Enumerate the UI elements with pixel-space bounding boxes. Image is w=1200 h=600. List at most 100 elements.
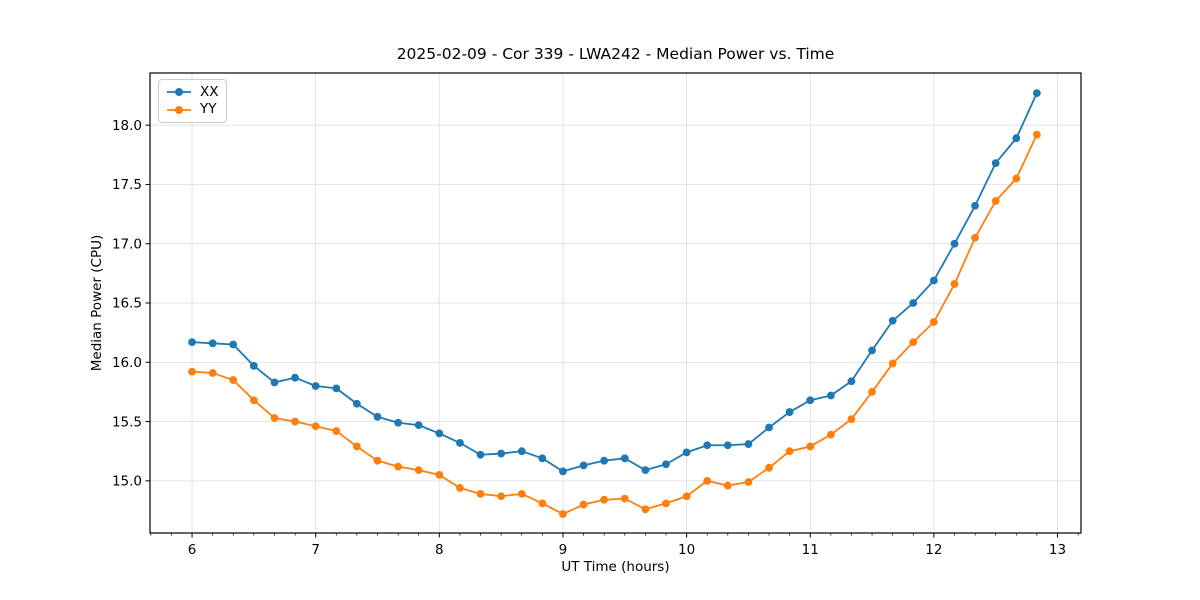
data-point-xx: [208, 339, 217, 348]
data-point-xx: [826, 391, 835, 400]
data-point-yy: [991, 197, 1000, 205]
data-point-xx: [971, 201, 979, 210]
series-xx: [188, 89, 1041, 476]
data-point-xx: [373, 412, 382, 421]
xx-line-marker-sample: [167, 88, 191, 97]
y-tick-label: 16.5: [112, 296, 142, 312]
axes: 6 7 8 9 10 11 12 13 15.0 15.5 16.0 16.5 17.0 17.5 18.0: [112, 118, 1079, 558]
data-point-yy: [847, 415, 856, 424]
gridlines: [150, 73, 1081, 533]
data-point-yy: [909, 338, 918, 347]
data-point-yy: [826, 430, 835, 439]
data-point-xx: [579, 461, 588, 470]
data-point-xx: [1012, 134, 1021, 143]
data-point-xx: [950, 239, 959, 248]
x-tick-label: 6: [188, 542, 197, 558]
data-point-yy: [311, 422, 320, 431]
x-axis-label: UT Time (hours): [561, 559, 670, 575]
data-point-yy: [394, 462, 403, 471]
data-point-yy: [806, 442, 815, 451]
data-point-yy: [270, 414, 279, 422]
data-point-yy: [579, 500, 588, 509]
data-point-yy: [600, 495, 609, 504]
data-point-yy: [497, 492, 506, 501]
data-point-yy: [1012, 174, 1021, 183]
data-point-xx: [311, 382, 320, 390]
data-point-xx: [682, 448, 691, 457]
data-point-yy: [332, 427, 341, 435]
data-point-xx: [229, 340, 238, 349]
data-point-xx: [517, 447, 526, 456]
data-point-xx: [476, 450, 485, 459]
data-point-xx: [188, 338, 196, 347]
data-point-yy: [352, 442, 361, 451]
data-point-yy: [785, 447, 794, 456]
data-point-xx: [888, 316, 897, 325]
data-point-yy: [456, 484, 464, 492]
data-point-yy: [682, 492, 691, 501]
data-point-xx: [414, 421, 423, 430]
x-tick-label: 11: [802, 542, 819, 558]
data-point-yy: [476, 489, 485, 498]
data-point-yy: [950, 280, 959, 288]
x-tick-label: 13: [1049, 542, 1066, 558]
data-point-xx: [394, 418, 403, 427]
data-point-xx: [559, 467, 567, 476]
y-tick-label: 18.0: [112, 118, 142, 134]
plot-border: [149, 72, 1082, 534]
data-point-xx: [703, 441, 712, 450]
data-point-xx: [806, 396, 815, 405]
data-point-yy: [1032, 130, 1041, 139]
data-point-yy: [929, 318, 938, 326]
legend-label-xx: XX: [200, 83, 219, 100]
x-tick-label: 7: [311, 542, 320, 558]
data-point-xx: [332, 384, 341, 393]
data-point-xx: [270, 378, 279, 387]
data-point-xx: [641, 466, 650, 475]
series-xx-line: [191, 92, 1038, 473]
y-tick-label: 17.5: [112, 177, 142, 193]
data-point-yy: [971, 233, 979, 242]
x-tick-label: 8: [435, 542, 444, 558]
data-point-xx: [909, 299, 918, 307]
data-point-xx: [991, 159, 1000, 168]
x-tick-label: 10: [678, 542, 695, 558]
data-point-yy: [703, 476, 712, 485]
data-point-yy: [538, 499, 547, 508]
data-point-yy: [517, 489, 526, 498]
y-tick-label: 16.0: [112, 355, 142, 371]
data-point-yy: [414, 466, 423, 475]
data-point-xx: [352, 399, 361, 408]
legend: XX YY: [158, 79, 227, 123]
x-tick-label: 12: [925, 542, 942, 558]
data-point-xx: [497, 449, 506, 458]
data-point-xx: [1032, 89, 1041, 98]
data-point-yy: [373, 456, 382, 465]
data-point-yy: [188, 367, 196, 376]
series-yy: [188, 130, 1041, 518]
data-point-yy: [249, 396, 258, 405]
y-tick-label: 15.0: [112, 474, 142, 490]
y-tick-label: 15.5: [112, 414, 142, 430]
data-point-yy: [435, 471, 444, 479]
legend-item-yy: YY: [166, 102, 219, 117]
data-point-xx: [868, 346, 876, 355]
data-point-yy: [888, 359, 897, 368]
data-point-yy: [662, 499, 670, 508]
data-point-yy: [229, 376, 238, 384]
data-point-yy: [208, 369, 217, 377]
y-tick-label: 17.0: [112, 236, 142, 252]
data-point-xx: [291, 373, 299, 382]
data-point-xx: [600, 456, 609, 465]
data-point-xx: [744, 440, 753, 448]
data-point-yy: [620, 494, 629, 503]
data-point-xx: [765, 423, 773, 432]
data-point-xx: [929, 276, 938, 285]
x-tick-label: 9: [559, 542, 568, 558]
data-point-xx: [620, 454, 629, 463]
data-point-yy: [765, 463, 773, 472]
data-point-yy: [868, 388, 876, 396]
data-point-xx: [785, 408, 794, 416]
data-point-xx: [435, 429, 444, 438]
